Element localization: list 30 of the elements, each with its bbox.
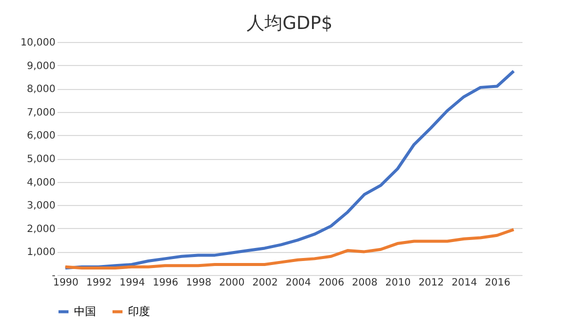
x-tick-label: 2002 bbox=[252, 278, 278, 288]
x-tick-label: 1994 bbox=[120, 278, 145, 288]
x-tick-label: 2006 bbox=[318, 278, 344, 288]
line-series bbox=[64, 70, 516, 270]
x-tick-label: 1998 bbox=[186, 278, 212, 288]
x-tick-label: 2016 bbox=[484, 278, 510, 288]
x-tick-label: 1996 bbox=[152, 278, 178, 288]
y-tick-label: 6,000 bbox=[26, 130, 56, 142]
legend-label: 印度 bbox=[128, 304, 150, 318]
x-tick-label: 2012 bbox=[418, 278, 444, 288]
y-tick-label: 7,000 bbox=[26, 107, 56, 118]
y-tick-label: - bbox=[52, 270, 56, 282]
x-tick-label: 1990 bbox=[53, 278, 79, 288]
x-tick-label: 2008 bbox=[352, 278, 378, 288]
y-tick-label: 3,000 bbox=[26, 200, 56, 212]
y-tick-label: 1,000 bbox=[26, 247, 56, 258]
line-series bbox=[64, 228, 516, 270]
chart-title: 人均GDP$ bbox=[246, 13, 333, 34]
y-tick-label: 2,000 bbox=[26, 224, 56, 235]
x-tick-label: 2004 bbox=[286, 278, 312, 288]
legend-label: 中国 bbox=[74, 304, 96, 318]
y-tick-label: 8,000 bbox=[26, 84, 56, 96]
x-tick-label: 2000 bbox=[219, 278, 245, 288]
y-tick-label: 5,000 bbox=[26, 154, 56, 165]
y-tick-label: 9,000 bbox=[26, 60, 56, 72]
y-tick-label: 10,000 bbox=[20, 38, 56, 48]
y-tick-label: 4,000 bbox=[26, 177, 56, 188]
x-tick-label: 1992 bbox=[86, 278, 112, 288]
x-tick-label: 2014 bbox=[452, 278, 478, 288]
x-tick-label: 2010 bbox=[385, 278, 411, 288]
